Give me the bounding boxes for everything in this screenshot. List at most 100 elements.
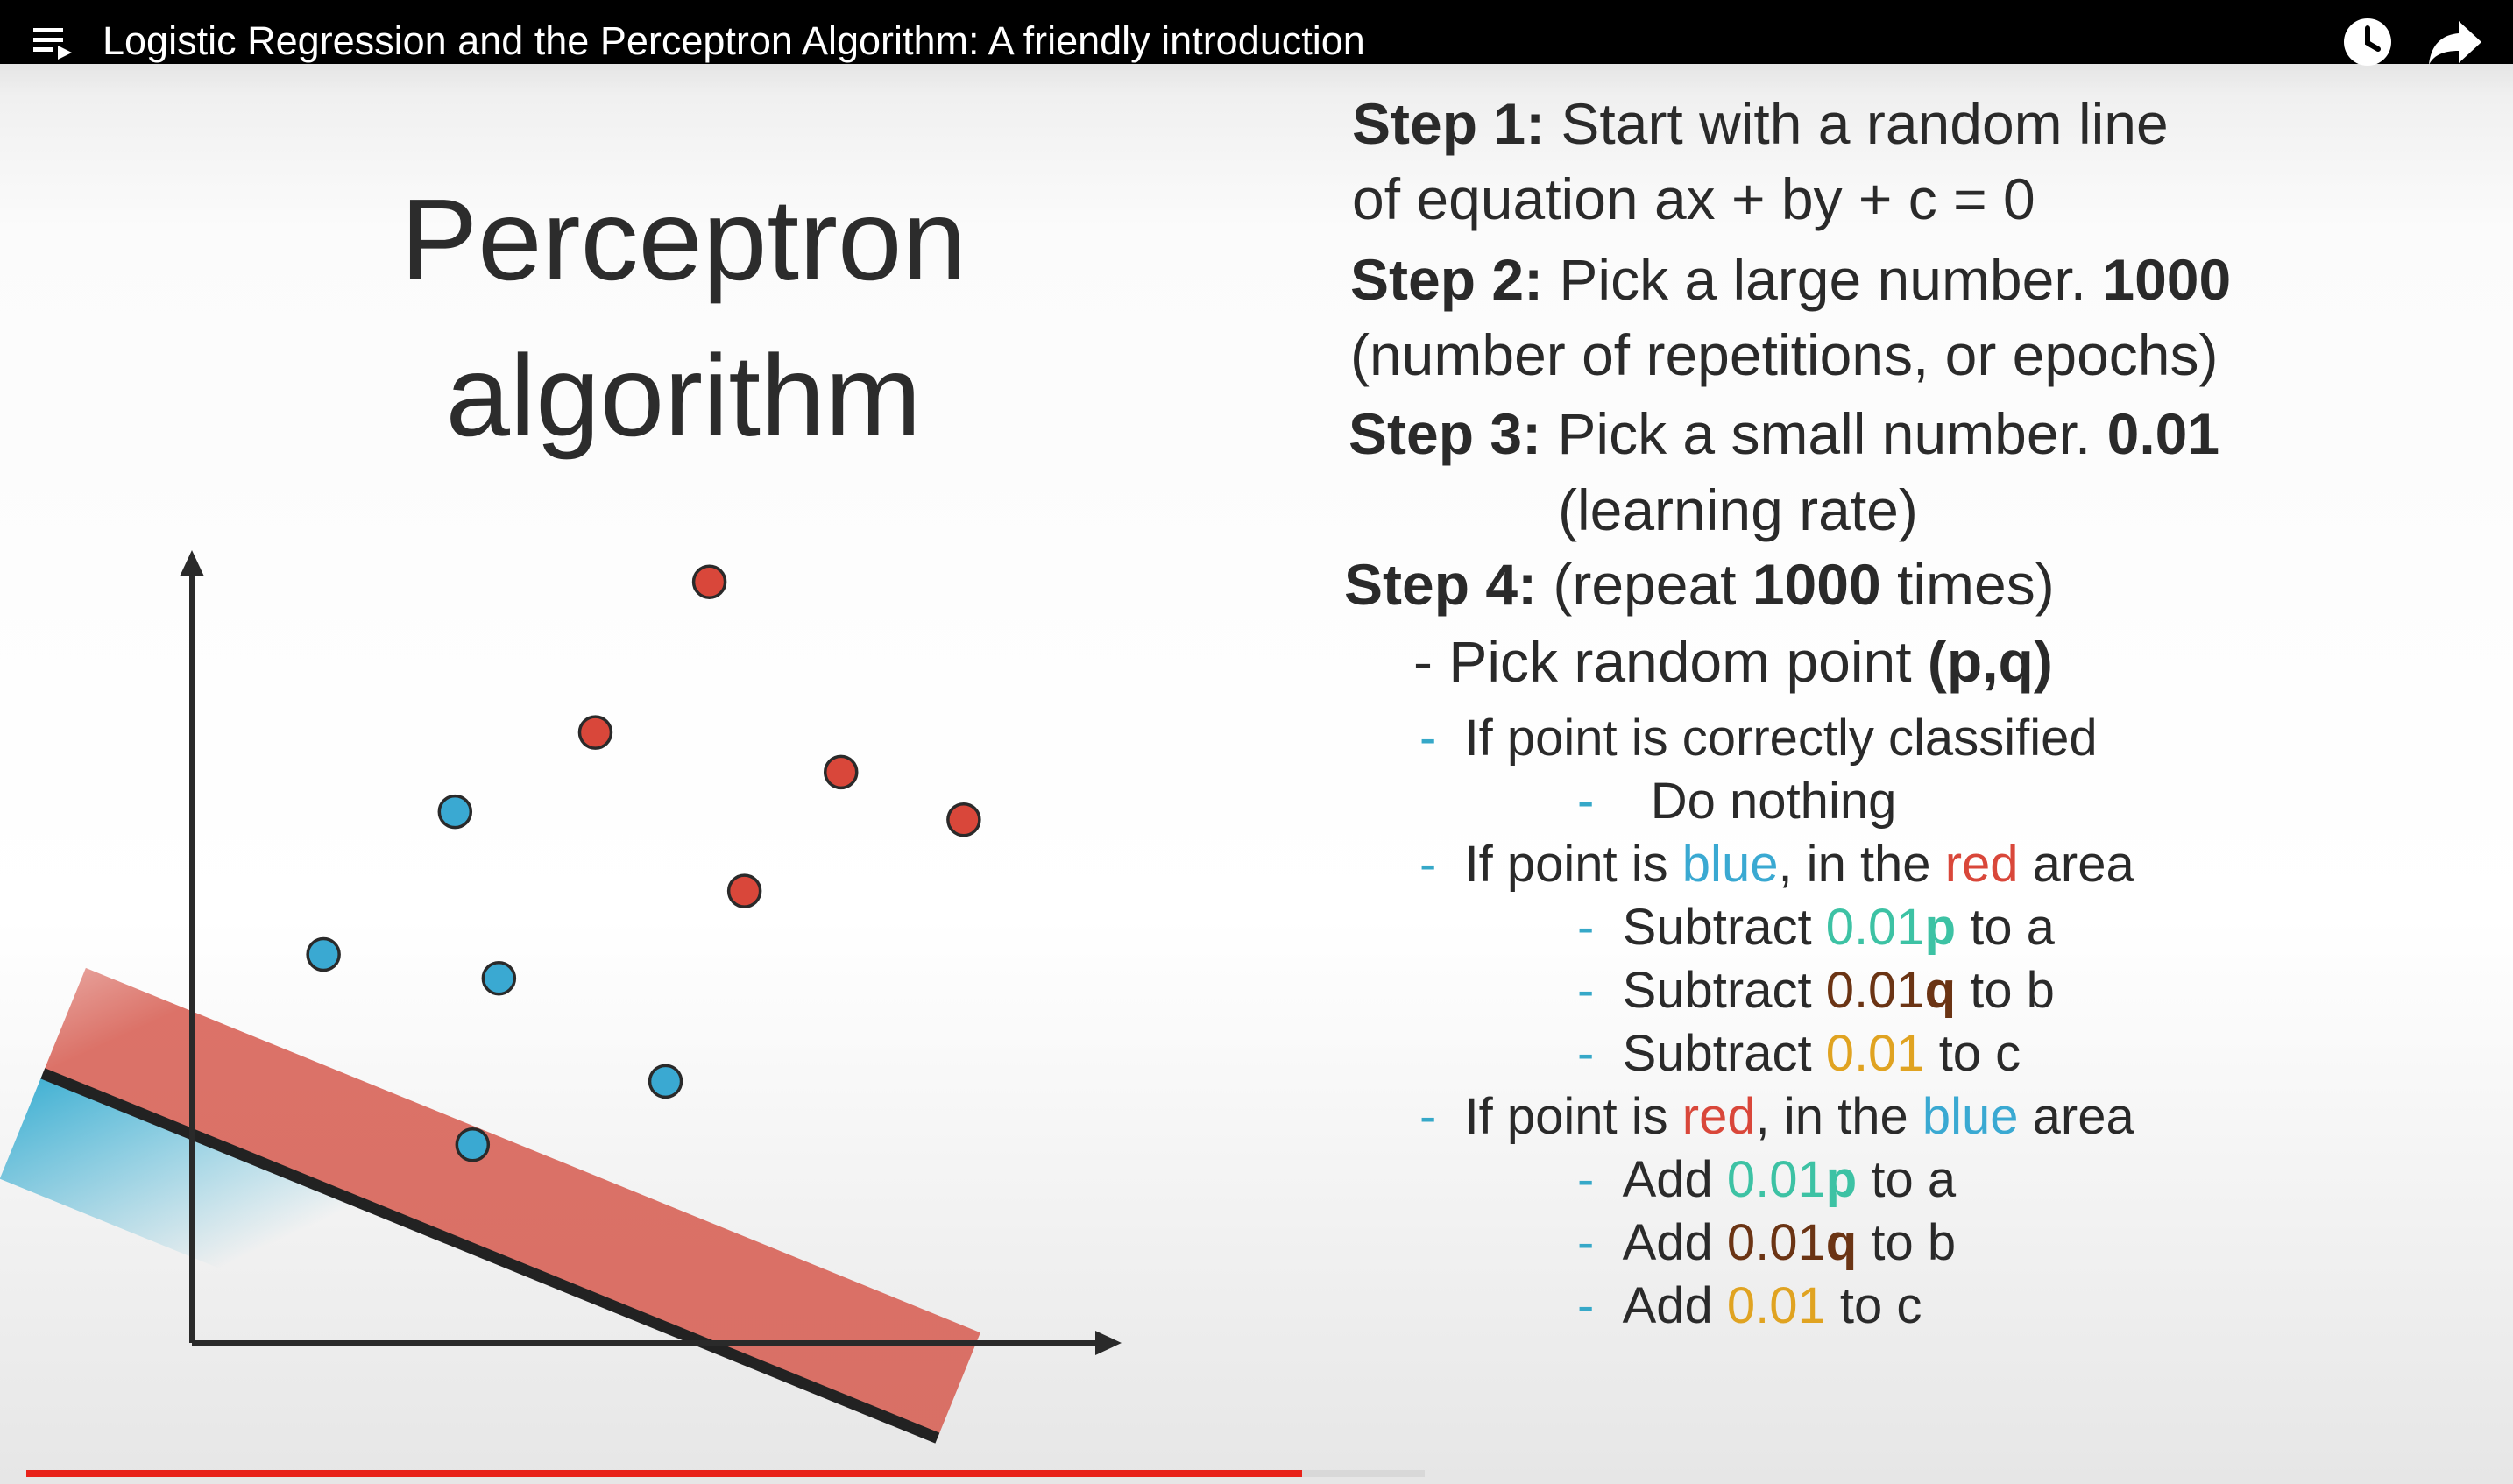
step-4-label: Step 4: [1344, 552, 1538, 617]
step-2-label: Step 2: [1350, 247, 1544, 312]
subtract-c-line: - Subtract 0.01 to c [1577, 1024, 2021, 1083]
case-red-in-blue-text-1: If point is [1464, 1088, 1682, 1145]
do-nothing-line: - Do nothing [1577, 772, 1896, 830]
add-b-rest: to b [1857, 1214, 1957, 1271]
case-blue-word: blue [1681, 836, 1779, 893]
step-2-text: Pick a large number. [1543, 247, 2103, 312]
step-4-text-b: times) [1880, 552, 2055, 617]
pick-point-line: - Pick random point (p,q) [1413, 628, 2053, 695]
subtract-a-var: p [1924, 899, 1957, 956]
add-c-dash: - [1577, 1277, 1595, 1334]
case-red-in-blue-dash: - [1419, 1088, 1437, 1145]
do-nothing-text: Do nothing [1650, 773, 1897, 830]
watch-later-icon[interactable] [2341, 16, 2394, 68]
step-1-line-1: Step 1: Start with a random line [1352, 90, 2169, 157]
red-point-1 [691, 564, 727, 599]
step-3-line-2: (learning rate) [1558, 477, 1918, 542]
slide-title-line-1: Perceptron [400, 175, 966, 304]
subtract-b-var: q [1924, 962, 1957, 1019]
subtract-b-rest: to b [1956, 962, 2055, 1019]
blue-point-4 [648, 1064, 683, 1099]
subtract-c-rate: 0.01 [1825, 1025, 1925, 1082]
step-3-text: Pick a small number. [1541, 401, 2107, 466]
case-blue-in-red-text-3: area [2018, 836, 2134, 893]
case-correct-dash: - [1419, 710, 1437, 767]
subtract-c-rest: to c [1924, 1025, 2021, 1082]
add-a-rate: 0.01 [1726, 1151, 1826, 1208]
subtract-b-dash: - [1577, 962, 1595, 1019]
step-2-line-2: (number of repetitions, or epochs) [1350, 322, 2219, 387]
red-region-band [42, 967, 980, 1438]
slide-title-line-2: algorithm [445, 331, 922, 460]
red-point-3 [823, 754, 859, 790]
add-b-line: - Add 0.01q to b [1577, 1213, 1956, 1272]
blue-point-5 [455, 1127, 491, 1162]
case-red-word: red [1944, 836, 2019, 893]
step-2-line-1: Step 2: Pick a large number. 1000 [1350, 246, 2231, 313]
red-point-4 [946, 802, 981, 837]
add-a-dash: - [1577, 1151, 1595, 1208]
blue-point-1 [306, 936, 341, 972]
step-3-line-1: Step 3: Pick a small number. 0.01 [1349, 400, 2219, 467]
subtract-a-dash: - [1577, 899, 1595, 956]
add-b-verb: Add [1622, 1214, 1727, 1271]
add-a-line: - Add 0.01p to a [1577, 1150, 1956, 1209]
case-blue-in-red-text-2: , in the [1778, 836, 1945, 893]
subtract-c-verb: Subtract [1622, 1025, 1826, 1082]
case-red-in-blue-text-3: area [2018, 1088, 2134, 1145]
add-c-line: - Add 0.01 to c [1577, 1276, 1922, 1335]
step-4-number: 1000 [1752, 552, 1881, 617]
add-c-rest: to c [1825, 1277, 1922, 1334]
do-nothing-dash: - [1577, 773, 1595, 830]
case3-red-word: red [1681, 1088, 1756, 1145]
video-progress-bar[interactable] [26, 1470, 2480, 1477]
case-red-in-blue-text-2: , in the [1755, 1088, 1922, 1145]
playlist-icon[interactable] [32, 21, 75, 65]
share-icon[interactable] [2427, 16, 2483, 68]
subtract-b-rate: 0.01 [1825, 962, 1925, 1019]
progress-played [26, 1470, 1302, 1477]
step-4-text-a: (repeat [1537, 552, 1752, 617]
blue-region [0, 1073, 938, 1472]
step-2-number: 1000 [2102, 247, 2232, 312]
add-b-rate: 0.01 [1726, 1214, 1826, 1271]
add-c-verb: Add [1622, 1277, 1727, 1334]
add-a-rest: to a [1857, 1151, 1957, 1208]
boundary-line [40, 1068, 940, 1444]
red-region [42, 967, 980, 1438]
case-red-in-blue-line: - If point is red, in the blue area [1419, 1087, 2134, 1146]
pick-point-var: (p,q) [1927, 629, 2053, 694]
red-point-5 [726, 873, 762, 908]
case-blue-in-red-dash: - [1419, 836, 1437, 893]
red-point-2 [577, 715, 613, 750]
step-1-label: Step 1: [1352, 91, 1546, 156]
subtract-a-verb: Subtract [1622, 899, 1826, 956]
add-b-var: q [1825, 1214, 1858, 1271]
add-b-dash: - [1577, 1214, 1595, 1271]
blue-region-band [0, 1073, 938, 1472]
blue-point-3 [481, 960, 517, 996]
step-3-number: 0.01 [2106, 401, 2220, 466]
subtract-a-line: - Subtract 0.01p to a [1577, 898, 2055, 957]
subtract-a-rate: 0.01 [1825, 899, 1925, 956]
subtract-b-verb: Subtract [1622, 962, 1826, 1019]
y-axis-arrow [180, 550, 204, 576]
perceptron-scatter-chart [0, 550, 1122, 1472]
step-1-line-2: of equation ax + by + c = 0 [1352, 166, 2035, 231]
subtract-a-rest: to a [1956, 899, 2055, 956]
step-4-line: Step 4: (repeat 1000 times) [1344, 551, 2055, 618]
pick-point-text: - Pick random point [1413, 629, 1928, 694]
blue-point-2 [437, 794, 473, 830]
add-a-verb: Add [1622, 1151, 1727, 1208]
step-1-text: Start with a random line [1545, 91, 2169, 156]
slide-title: Perceptron algorithm [289, 162, 1078, 474]
subtract-b-line: - Subtract 0.01q to b [1577, 961, 2055, 1020]
video-title-bar: Logistic Regression and the Perceptron A… [0, 0, 2513, 66]
case-blue-in-red-text-1: If point is [1464, 836, 1682, 893]
video-title[interactable]: Logistic Regression and the Perceptron A… [103, 18, 1365, 63]
step-3-label: Step 3: [1349, 401, 1542, 466]
case-correct-text: If point is correctly classified [1464, 710, 2098, 767]
case3-blue-word: blue [1922, 1088, 2019, 1145]
case-blue-in-red-line: - If point is blue, in the red area [1419, 835, 2134, 894]
